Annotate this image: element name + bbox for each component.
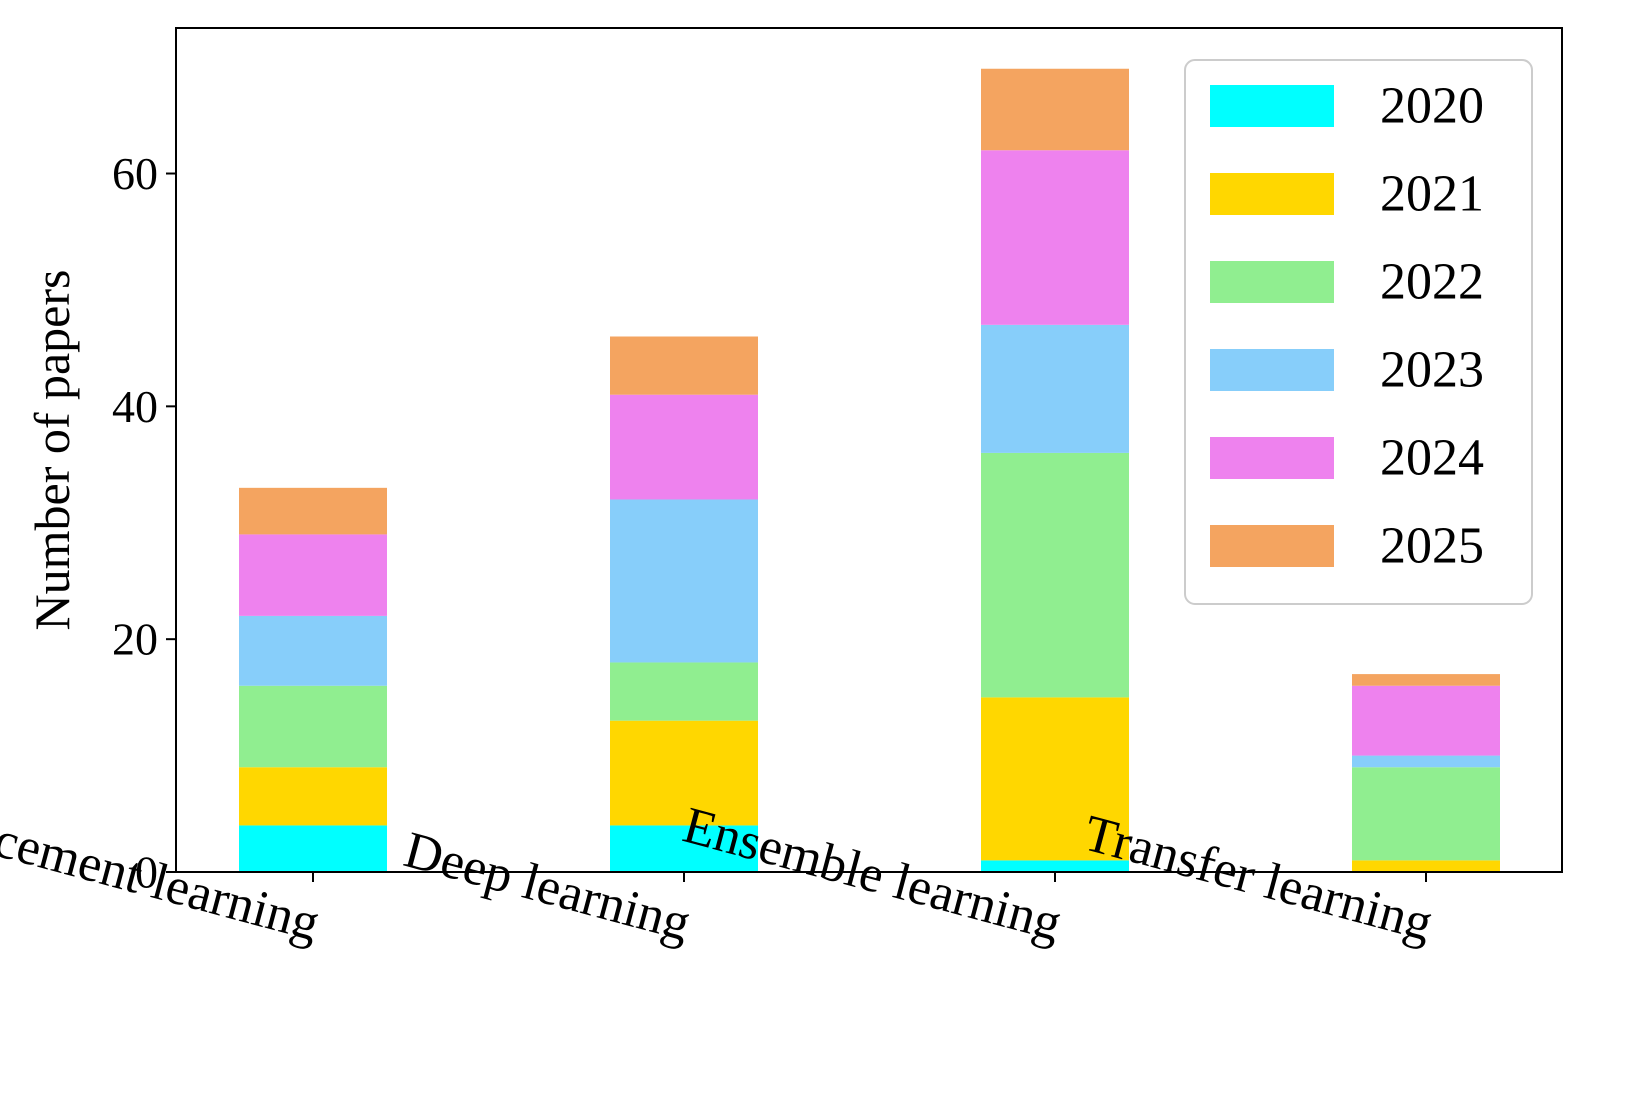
bar-segment-2025-1 (610, 336, 758, 395)
legend-swatch-2023 (1210, 349, 1334, 391)
bar-segment-2025-2 (981, 68, 1129, 151)
legend-label: 2025 (1380, 518, 1484, 575)
bar-segment-2024-3 (1352, 685, 1500, 756)
legend-label: 2022 (1380, 254, 1484, 311)
bar-segment-2021-1 (610, 720, 758, 826)
bar-segment-2023-0 (239, 615, 387, 686)
legend-swatch-2024 (1210, 437, 1334, 479)
bar-segment-2025-0 (239, 487, 387, 535)
y-tick-label: 40 (112, 381, 158, 432)
y-tick-label: 0 (135, 847, 158, 898)
bar-segment-2021-3 (1352, 860, 1500, 872)
legend-label: 2021 (1380, 166, 1484, 223)
bar-segment-2022-0 (239, 685, 387, 768)
bar-segment-2021-0 (239, 767, 387, 826)
y-tick-label: 20 (112, 614, 158, 665)
legend-swatch-2020 (1210, 85, 1334, 127)
bar-segment-2022-1 (610, 662, 758, 721)
bar-segment-2020-1 (610, 825, 758, 872)
bar-segment-2025-3 (1352, 674, 1500, 686)
y-axis-title: Number of papers (24, 270, 80, 631)
legend-swatch-2021 (1210, 173, 1334, 215)
bar-segment-2023-3 (1352, 755, 1500, 768)
bar-segment-2023-2 (981, 324, 1129, 453)
legend-label: 2020 (1380, 78, 1484, 135)
legend: 2020 2021 2022 2023 2024 2025 (1184, 59, 1533, 605)
legend-label: 2024 (1380, 430, 1484, 487)
y-tick-label: 60 (112, 148, 158, 199)
legend-swatch-2025 (1210, 525, 1334, 567)
legend-label: 2023 (1380, 342, 1484, 399)
bar-segment-2020-2 (981, 860, 1129, 872)
bar-segment-2024-0 (239, 534, 387, 616)
bar-segment-2023-1 (610, 499, 758, 663)
bar-segment-2024-1 (610, 394, 758, 500)
bars-layer (239, 68, 1500, 872)
bar-segment-2020-0 (239, 825, 387, 872)
bar-segment-2022-2 (981, 452, 1129, 698)
bar-segment-2024-2 (981, 150, 1129, 325)
bar-segment-2022-3 (1352, 767, 1500, 861)
plot-frame (175, 27, 1563, 873)
legend-swatch-2022 (1210, 261, 1334, 303)
bar-segment-2021-2 (981, 697, 1129, 861)
